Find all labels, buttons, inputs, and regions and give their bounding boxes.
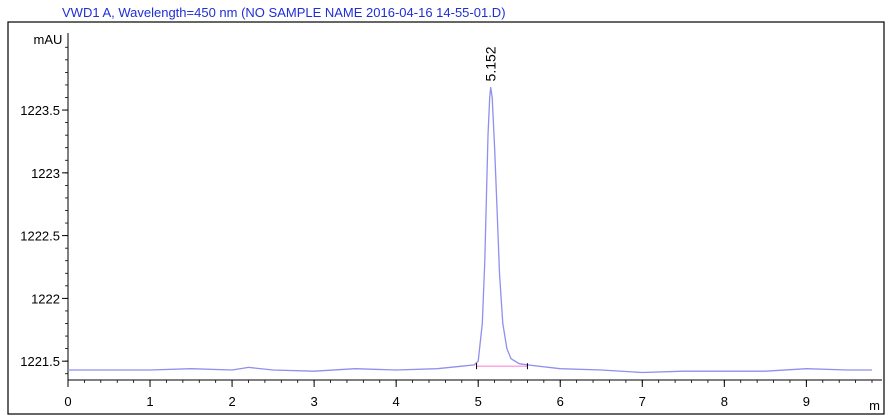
y-tick-label-4: 1223.5	[20, 103, 60, 118]
y-axis-unit-label: mAU	[34, 32, 63, 47]
x-tick-label-8: 8	[721, 394, 728, 409]
x-tick-label-4: 4	[393, 394, 400, 409]
y-tick-label-3: 1223	[31, 166, 60, 181]
y-tick-label-2: 1222.5	[20, 229, 60, 244]
y-tick-label-1: 1222	[31, 291, 60, 306]
x-tick-label-2: 2	[228, 394, 235, 409]
x-tick-label-0: 0	[64, 394, 71, 409]
chart-title: VWD1 A, Wavelength=450 nm (NO SAMPLE NAM…	[62, 5, 506, 20]
x-tick-label-5: 5	[475, 394, 482, 409]
y-tick-label-0: 1221.5	[20, 354, 60, 369]
x-axis: 0 1 2 3 4 5 6 7 8 9	[64, 379, 882, 409]
plot-frame	[7, 21, 885, 415]
x-tick-label-6: 6	[557, 394, 564, 409]
x-tick-label-1: 1	[146, 394, 153, 409]
peak-label-0: 5.152	[483, 46, 499, 81]
series-line-0	[68, 86, 872, 374]
y-axis: 1221.5 1222 1222.5 1223 1223.5	[20, 33, 69, 380]
x-tick-label-3: 3	[311, 394, 318, 409]
x-tick-label-7: 7	[639, 394, 646, 409]
plot-area: 5.152	[68, 46, 872, 374]
x-tick-label-9: 9	[803, 394, 810, 409]
x-axis-end-label: m	[869, 398, 880, 413]
